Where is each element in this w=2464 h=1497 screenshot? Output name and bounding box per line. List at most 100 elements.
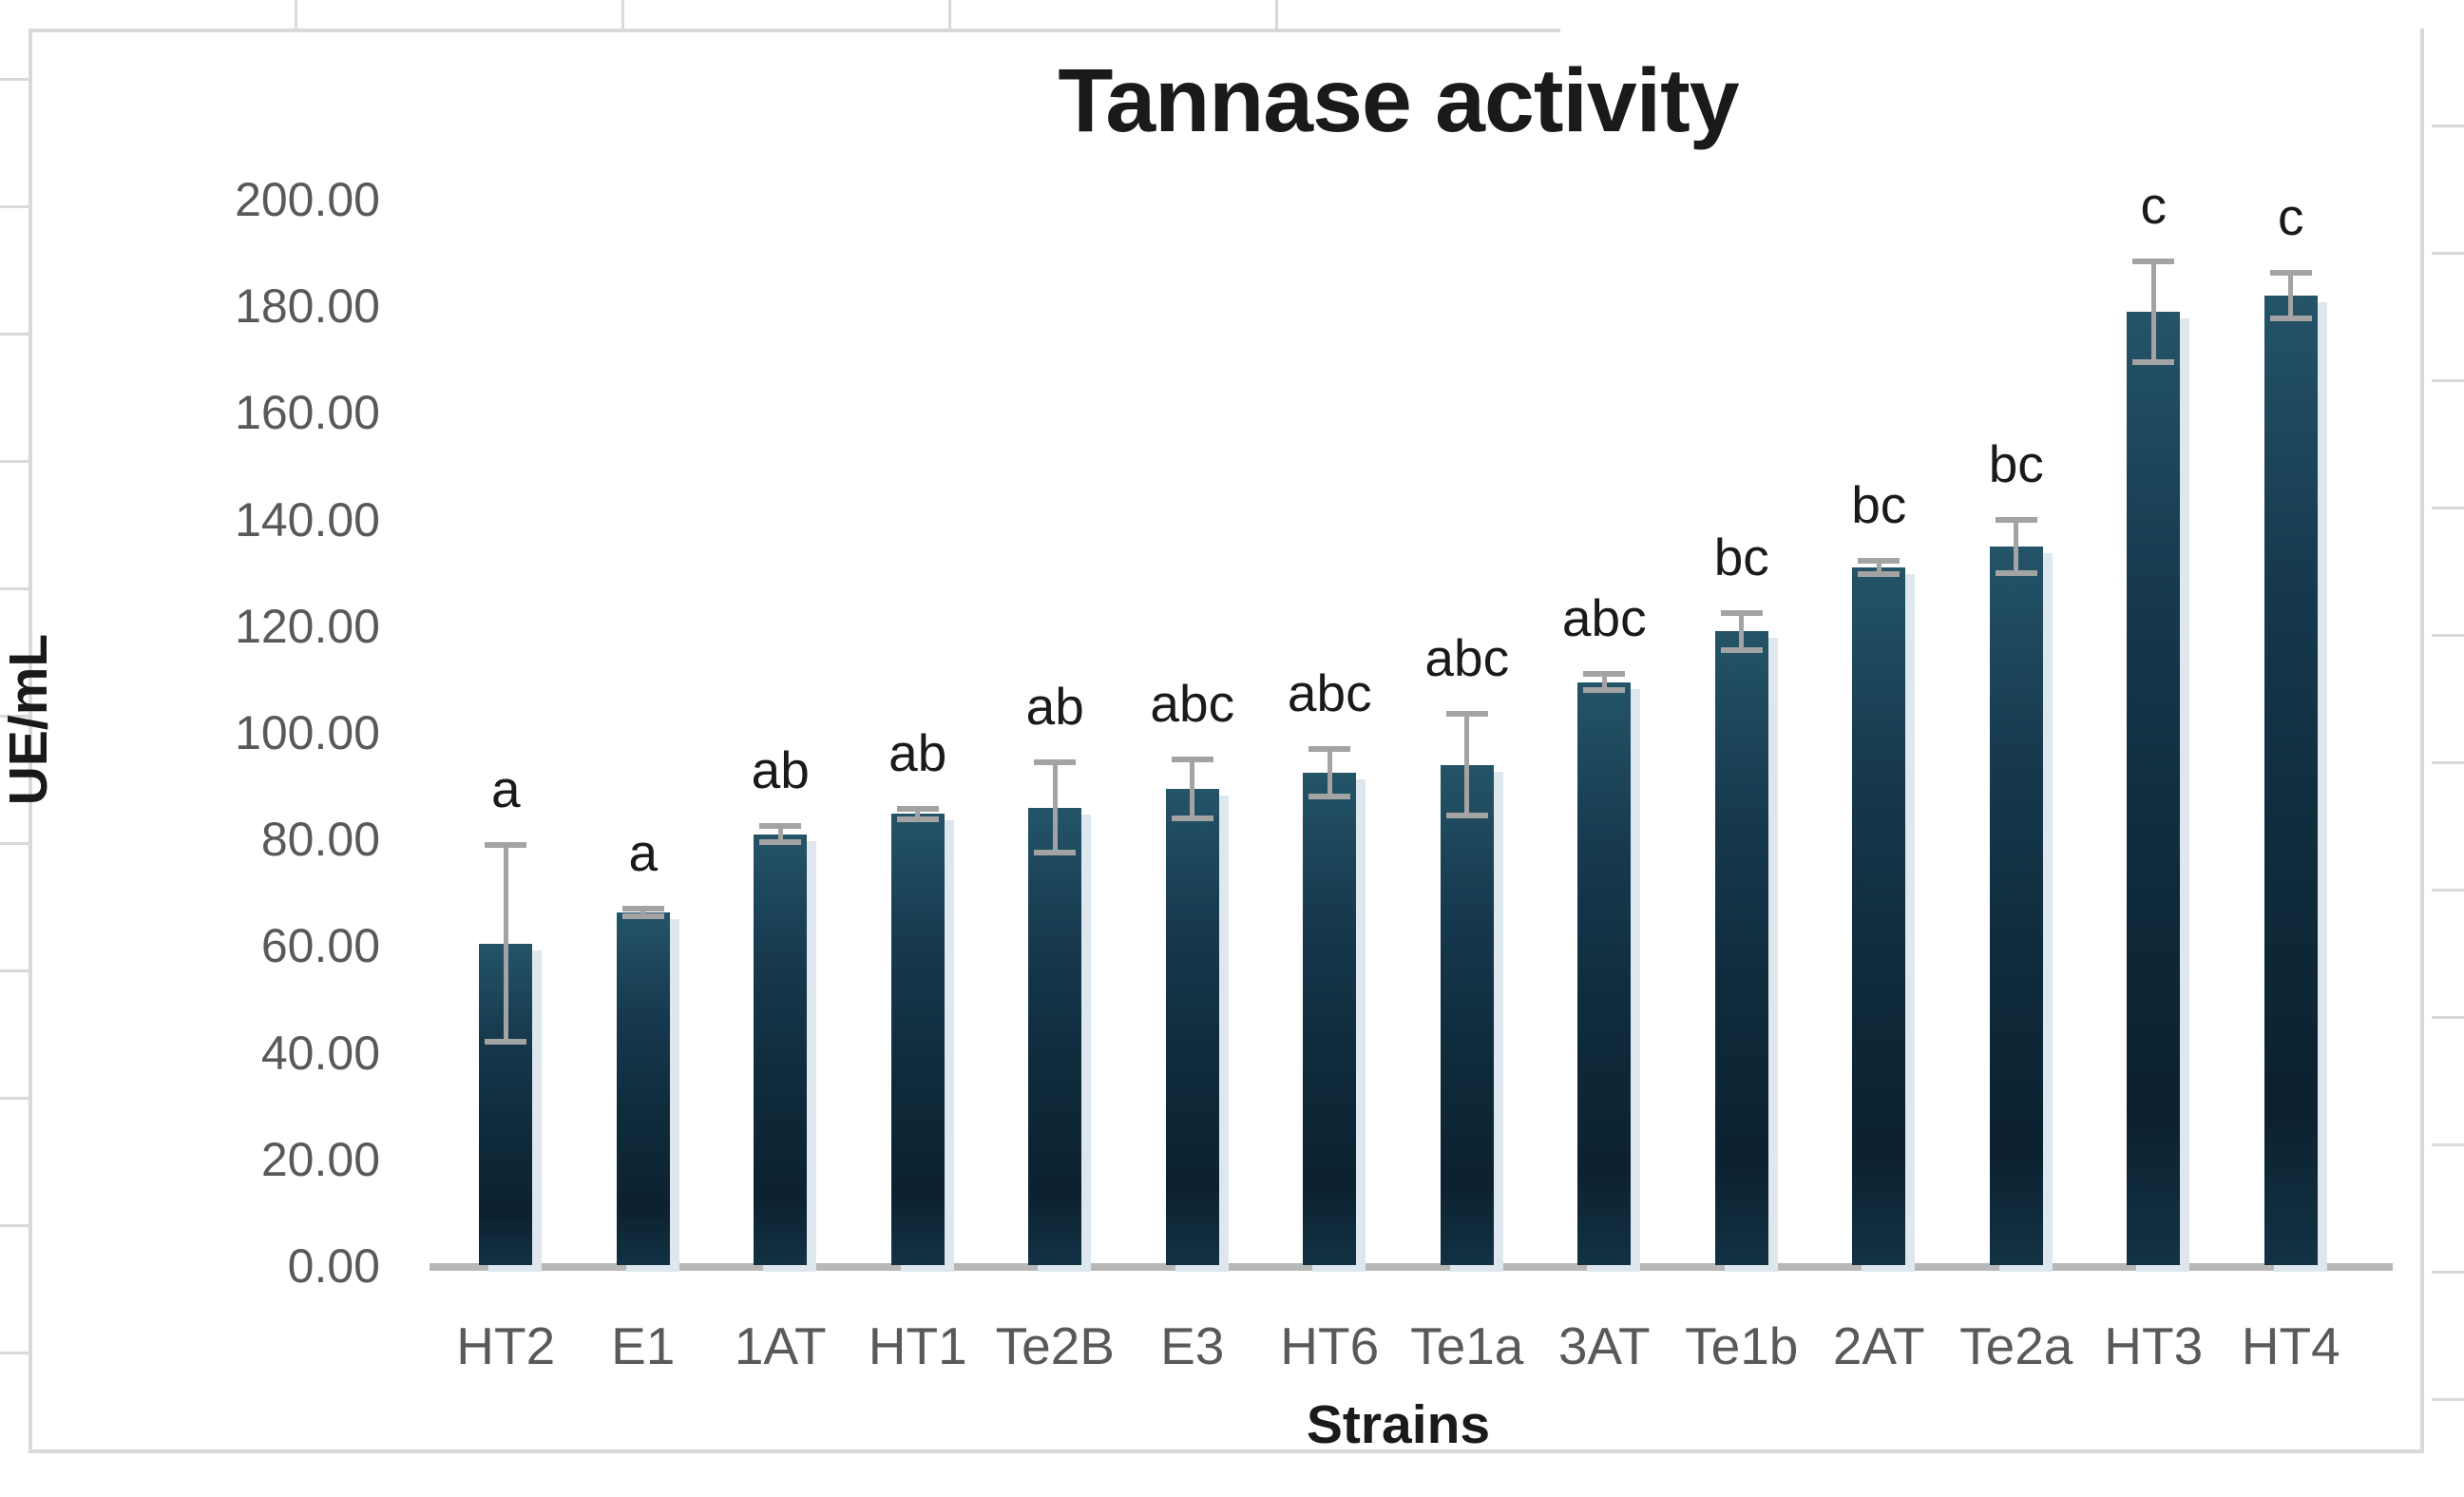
- row-gridline-stub-left-3: [0, 460, 29, 463]
- error-bar-cap-top-Te2a: [1995, 516, 2037, 523]
- column-gridline-stub-0: [295, 0, 297, 29]
- row-gridline-stub-left-7: [0, 969, 29, 972]
- row-gridline-stub-right-5: [2432, 761, 2464, 764]
- error-bar-cap-top-E3: [1171, 757, 1213, 763]
- y-tick-label-20: 20.00: [260, 1132, 380, 1186]
- row-gridline-stub-right-10: [2432, 1398, 2464, 1401]
- x-category-label-1AT: 1AT: [734, 1316, 827, 1375]
- y-tick-label-140: 140.00: [235, 492, 380, 547]
- error-bar-cap-bottom-Te2B: [1034, 850, 1077, 856]
- error-bar-cap-bottom-Te1b: [1720, 647, 1763, 654]
- bar-E1[interactable]: [616, 912, 670, 1265]
- significance-letter-HT3: c: [2140, 175, 2168, 235]
- significance-letter-HT2: a: [490, 758, 521, 818]
- error-bar-E1: [640, 909, 646, 916]
- x-category-label-HT6: HT6: [1280, 1316, 1380, 1375]
- bar-E3[interactable]: [1165, 788, 1219, 1265]
- y-tick-label-60: 60.00: [260, 919, 380, 973]
- bar-Te1b[interactable]: [1714, 631, 1768, 1265]
- error-bar-cap-top-HT1: [896, 805, 939, 812]
- error-bar-1AT: [777, 826, 783, 842]
- bar-HT1[interactable]: [890, 814, 945, 1265]
- error-bar-3AT: [1601, 674, 1607, 691]
- error-bar-cap-bottom-E3: [1171, 815, 1213, 821]
- significance-letter-E3: abc: [1150, 674, 1235, 734]
- bar-Te1a[interactable]: [1440, 764, 1494, 1265]
- error-bar-cap-bottom-HT6: [1308, 794, 1351, 800]
- error-bar-HT2: [503, 844, 508, 1043]
- significance-letter-2AT: bc: [1851, 475, 1907, 535]
- error-bar-HT1: [915, 808, 921, 819]
- error-bar-Te1b: [1739, 612, 1745, 651]
- row-gridline-stub-left-1: [0, 205, 29, 208]
- x-category-label-E1: E1: [611, 1316, 676, 1375]
- significance-letter-Te2B: ab: [1025, 676, 1084, 736]
- bar-HT4[interactable]: [2263, 295, 2318, 1265]
- y-axis-title: UE/mL: [0, 633, 59, 806]
- error-bar-cap-top-1AT: [759, 823, 802, 830]
- bar-3AT[interactable]: [1577, 681, 1632, 1265]
- row-gridline-stub-left-10: [0, 1352, 29, 1354]
- significance-letter-1AT: ab: [751, 740, 810, 800]
- error-bar-cap-top-HT2: [485, 841, 527, 848]
- row-gridline-stub-right-3: [2432, 507, 2464, 509]
- chart-frame-top-border: [29, 29, 1560, 32]
- row-gridline-stub-right-9: [2432, 1271, 2464, 1274]
- y-tick-label-40: 40.00: [260, 1026, 380, 1080]
- x-category-label-Te2B: Te2B: [995, 1316, 1115, 1375]
- y-tick-label-0: 0.00: [287, 1239, 380, 1293]
- x-category-label-Te2a: Te2a: [1959, 1316, 2073, 1375]
- significance-letter-3AT: abc: [1561, 588, 1647, 648]
- error-bar-cap-top-Te2B: [1034, 758, 1077, 765]
- row-gridline-stub-left-8: [0, 1097, 29, 1100]
- y-tick-label-180: 180.00: [235, 279, 380, 334]
- x-category-label-HT1: HT1: [868, 1316, 967, 1375]
- error-bar-cap-bottom-HT2: [485, 1039, 527, 1046]
- row-gridline-stub-left-5: [0, 715, 29, 718]
- significance-letter-E1: a: [628, 823, 659, 883]
- error-bar-cap-top-HT4: [2269, 269, 2312, 276]
- y-tick-label-100: 100.00: [235, 706, 380, 759]
- y-tick-label-80: 80.00: [260, 813, 380, 867]
- bar-Te2a[interactable]: [1989, 546, 2043, 1265]
- chart-object[interactable]: [29, 29, 2424, 1453]
- chart-title: Tannase activity: [1058, 50, 1739, 151]
- x-category-label-3AT: 3AT: [1557, 1316, 1651, 1375]
- row-gridline-stub-right-2: [2432, 379, 2464, 382]
- bar-HT6[interactable]: [1303, 773, 1357, 1265]
- x-category-label-HT3: HT3: [2104, 1316, 2204, 1375]
- bar-2AT[interactable]: [1852, 567, 1906, 1265]
- error-bar-HT4: [2288, 272, 2294, 319]
- row-gridline-stub-right-7: [2432, 1016, 2464, 1019]
- bar-1AT[interactable]: [754, 834, 808, 1265]
- significance-letter-HT6: abc: [1287, 662, 1372, 722]
- error-bar-HT3: [2150, 260, 2156, 363]
- error-bar-cap-bottom-E1: [621, 912, 664, 919]
- row-gridline-stub-right-6: [2432, 889, 2464, 892]
- x-category-label-2AT: 2AT: [1832, 1316, 1925, 1375]
- y-tick-label-160: 160.00: [235, 386, 380, 440]
- bar-HT3[interactable]: [2127, 311, 2181, 1265]
- bar-Te2B[interactable]: [1028, 807, 1082, 1265]
- x-category-label-Te1b: Te1b: [1685, 1316, 1799, 1375]
- error-bar-cap-top-HT3: [2132, 258, 2175, 264]
- row-gridline-stub-left-9: [0, 1224, 29, 1227]
- row-gridline-stub-right-4: [2432, 634, 2464, 637]
- y-tick-label-200: 200.00: [235, 173, 380, 226]
- error-bar-cap-top-HT6: [1308, 745, 1351, 752]
- error-bar-cap-top-Te1a: [1445, 711, 1488, 718]
- error-bar-cap-bottom-HT4: [2269, 316, 2312, 322]
- x-axis-title: Strains: [1306, 1394, 1491, 1455]
- error-bar-Te1a: [1464, 714, 1470, 816]
- error-bar-Te2a: [2014, 519, 2019, 573]
- error-bar-cap-bottom-1AT: [759, 839, 802, 845]
- error-bar-cap-bottom-HT3: [2132, 359, 2175, 366]
- row-gridline-stub-right-1: [2432, 252, 2464, 255]
- error-bar-cap-bottom-HT1: [896, 816, 939, 822]
- significance-letter-HT1: ab: [888, 722, 947, 782]
- x-category-label-HT2: HT2: [456, 1316, 556, 1375]
- error-bar-Te2B: [1052, 761, 1058, 854]
- error-bar-cap-bottom-Te2a: [1995, 569, 2037, 576]
- column-gridline-stub-1: [621, 0, 624, 29]
- error-bar-E3: [1190, 759, 1195, 818]
